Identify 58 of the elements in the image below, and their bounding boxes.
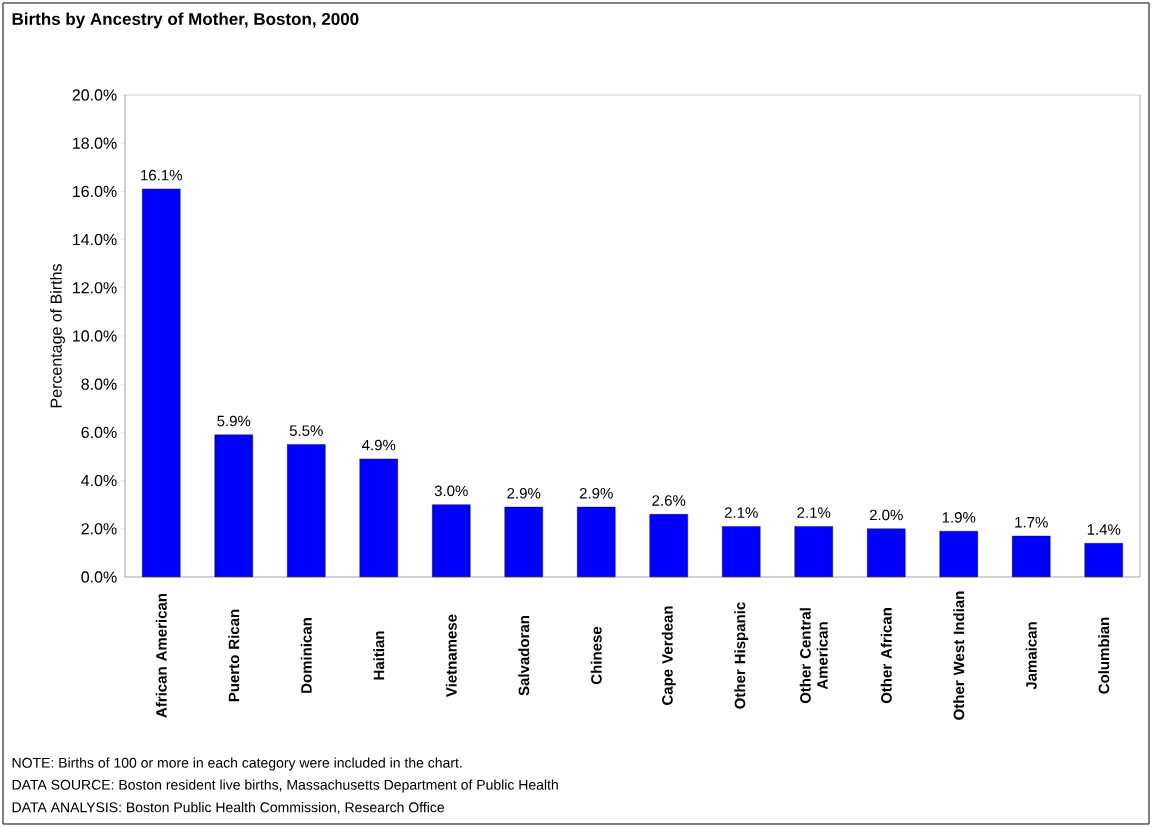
x-tick-label: Puerto Rican <box>228 609 240 702</box>
x-tick-label: Dominican <box>300 618 312 693</box>
x-tick-label: Jamaican <box>1025 622 1037 690</box>
x-tick-label: African American <box>155 593 167 718</box>
x-tick-label: Other African <box>880 608 892 704</box>
x-tick-label: Other Hispanic <box>734 602 749 709</box>
data-label: 2.6% <box>652 495 686 506</box>
bar <box>214 434 253 578</box>
data-label: 4.9% <box>362 439 396 451</box>
bar <box>142 188 181 578</box>
y-tick-label: 8.0% <box>81 378 117 390</box>
source-note: DATA SOURCE: Boston resident live births, Massachusetts Department of Public Health <box>12 779 558 793</box>
data-label: 2.1% <box>724 507 758 518</box>
y-tick-label: 14.0% <box>73 233 117 246</box>
y-tick-label: 18.0% <box>73 137 117 149</box>
chart-title: Births by Ancestry of Mother, Boston, 2000 <box>12 12 359 29</box>
bar <box>649 514 688 578</box>
x-tick-label: Columbian <box>1098 617 1110 694</box>
x-tick-label: Haitian <box>373 631 385 680</box>
y-tick-label: 16.0% <box>73 185 117 198</box>
bar <box>287 444 326 578</box>
data-label: 3.0% <box>434 485 468 497</box>
bar <box>359 458 398 578</box>
data-label: 2.0% <box>869 509 903 521</box>
bar <box>504 506 543 578</box>
y-tick-label: 12.0% <box>73 282 117 294</box>
text: DATA ANALYSIS: Boston Public Health Commission, Research Office <box>12 802 445 814</box>
data-label: 2.9% <box>507 487 541 499</box>
data-label: 1.7% <box>1015 517 1048 528</box>
x-tick-label: Other Central American <box>799 608 828 704</box>
bar <box>867 528 906 578</box>
y-tick-label: 0.0% <box>81 571 117 583</box>
data-label: 2.9% <box>579 487 613 499</box>
data-label: 2.1% <box>797 507 831 518</box>
y-tick-label: 6.0% <box>81 426 117 439</box>
text: NOTE: Births of 100 or more in each category were included in the chart. <box>12 757 462 771</box>
y-tick-label: 10.0% <box>73 330 117 342</box>
bar <box>722 526 761 578</box>
data-label: 16.1% <box>141 169 182 181</box>
x-tick-label: Salvadoran <box>518 616 530 696</box>
data-label: 1.9% <box>942 512 976 523</box>
data-label: 5.9% <box>217 415 251 427</box>
bar <box>577 506 616 578</box>
bar <box>1012 535 1051 578</box>
data-label: 5.5% <box>289 425 323 436</box>
y-tick-label: 2.0% <box>81 523 117 535</box>
y-axis-title: Percentage of Births <box>50 264 65 408</box>
x-tick-label: Other West Indian <box>953 591 965 720</box>
bar <box>939 531 978 578</box>
x-tick-label: Chinese <box>590 626 602 685</box>
bar <box>794 526 833 578</box>
bar <box>432 504 471 578</box>
y-tick-label: 4.0% <box>81 474 117 487</box>
bar <box>1084 543 1123 578</box>
x-tick-label: Vietnamese <box>445 614 457 697</box>
data-label: 1.4% <box>1087 524 1121 535</box>
y-tick-label: 20.0% <box>72 89 117 101</box>
x-tick-label: Cape Verdean <box>661 606 676 705</box>
